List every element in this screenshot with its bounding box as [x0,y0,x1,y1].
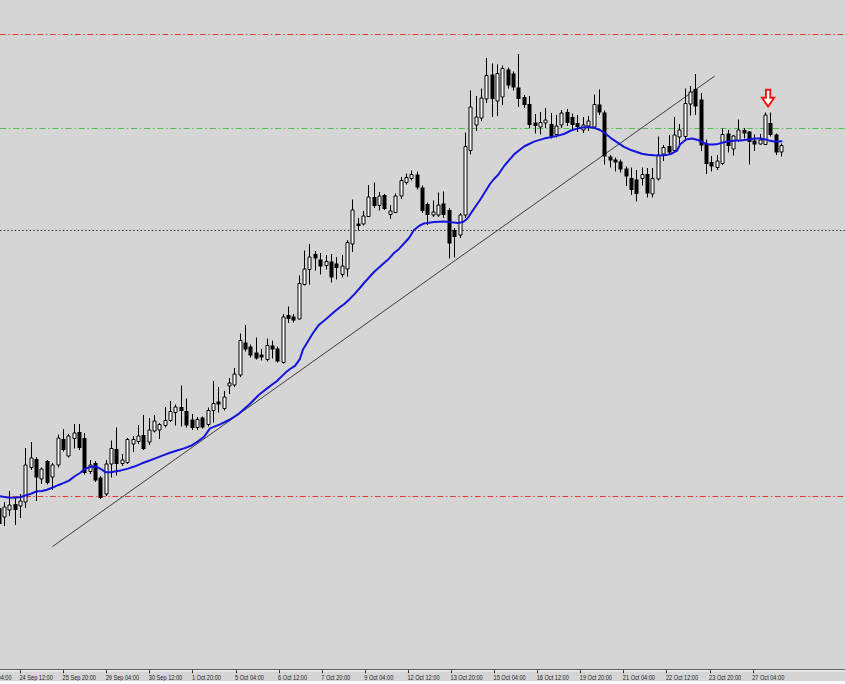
svg-text:22 Oct 12:00: 22 Oct 12:00 [666,673,698,681]
svg-text:7 Oct 20:00: 7 Oct 20:00 [321,673,350,681]
svg-text:13 Oct 20:00: 13 Oct 20:00 [451,673,483,681]
svg-text:19 Oct 20:00: 19 Oct 20:00 [580,673,612,681]
svg-text:04:00: 04:00 [0,673,12,681]
svg-text:27 Oct 04:00: 27 Oct 04:00 [752,673,784,681]
svg-text:1 Oct 20:00: 1 Oct 20:00 [192,673,221,681]
svg-text:15 Oct 04:00: 15 Oct 04:00 [494,673,526,681]
svg-text:25 Sep 20:00: 25 Sep 20:00 [63,673,97,682]
svg-text:30 Sep 12:00: 30 Sep 12:00 [149,673,183,682]
svg-text:12 Oct 12:00: 12 Oct 12:00 [407,673,439,681]
svg-text:24 Sep 12:00: 24 Sep 12:00 [20,673,54,682]
svg-text:21 Oct 04:00: 21 Oct 04:00 [623,673,655,681]
svg-text:6 Oct 12:00: 6 Oct 12:00 [278,673,307,681]
svg-text:5 Oct 04:00: 5 Oct 04:00 [235,673,264,681]
svg-text:23 Oct 20:00: 23 Oct 20:00 [709,673,741,681]
svg-text:29 Sep 04:00: 29 Sep 04:00 [106,673,140,682]
svg-text:9 Oct 04:00: 9 Oct 04:00 [364,673,393,681]
svg-text:16 Oct 12:00: 16 Oct 12:00 [537,673,569,681]
